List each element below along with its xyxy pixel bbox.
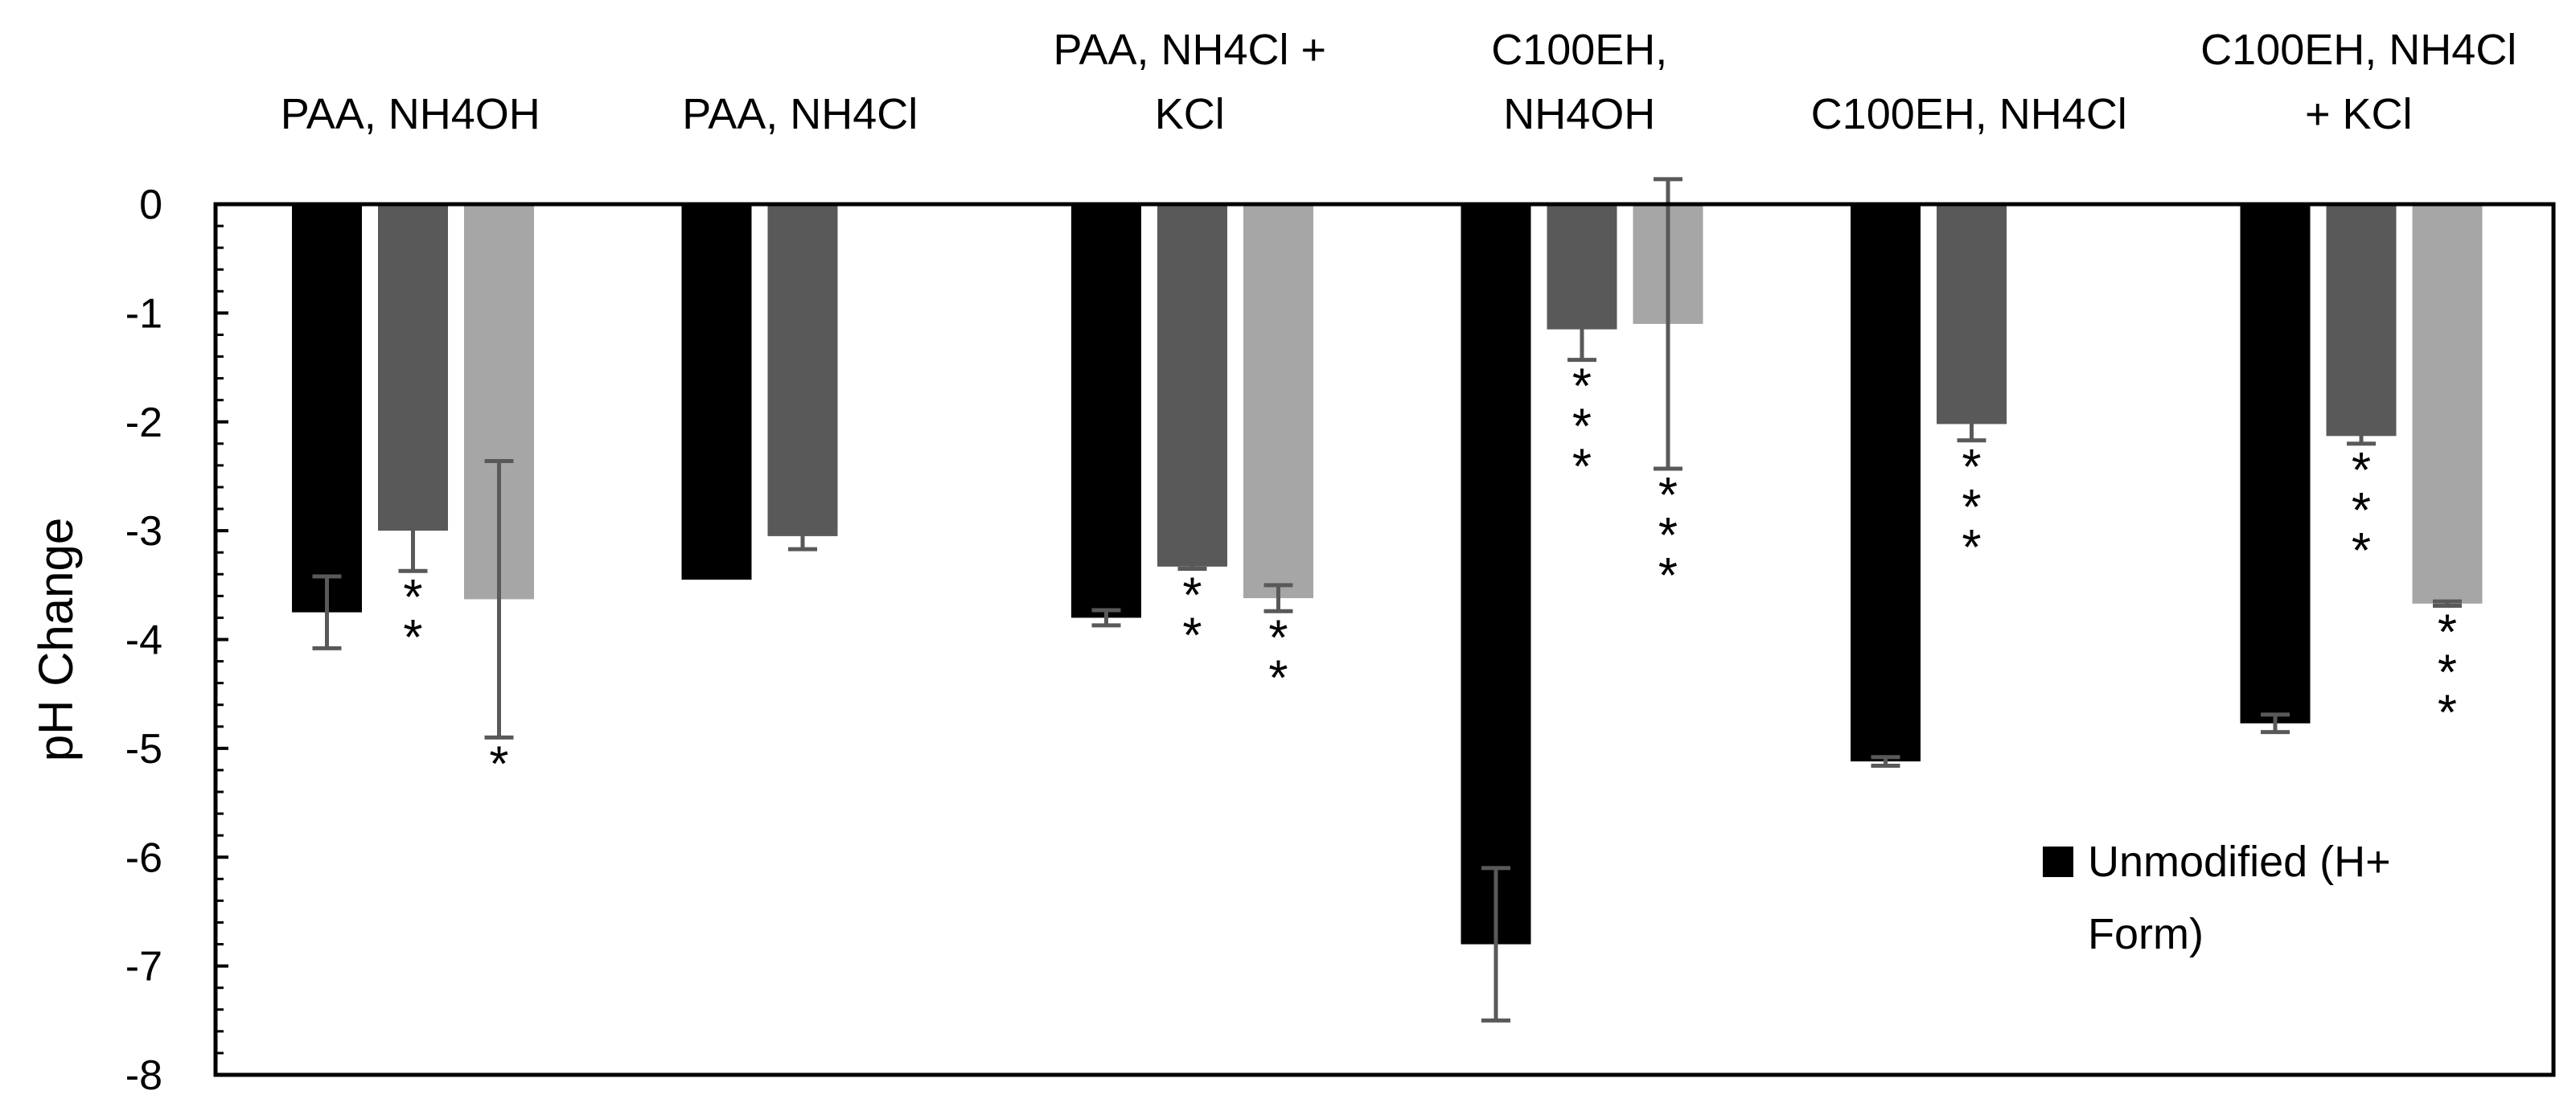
bar-s1-1 [292, 204, 362, 613]
bar-s1-2 [681, 204, 752, 580]
legend: Unmodified (H+ Form) [2043, 838, 2391, 958]
y-tick-label: 0 [139, 182, 162, 228]
significance-star: * [403, 610, 422, 666]
bar-s3-6 [2412, 204, 2483, 604]
error-bar-s1-1 [312, 574, 342, 650]
y-axis-label: pH Change [29, 518, 83, 762]
legend-item-unmodified: Unmodified (H+ Form) [2043, 838, 2391, 958]
error-bar-s3-4 [1654, 177, 1682, 471]
category-label-line: PAA, NH4OH [281, 90, 540, 138]
y-tick-label: -3 [125, 508, 162, 555]
category-label-1: PAA, NH4OH [281, 90, 540, 138]
category-label-line: NH4OH [1503, 90, 1655, 138]
error-bar-s1-6 [2261, 712, 2290, 735]
bar-s2-1 [378, 204, 448, 531]
category-label-line: C100EH, NH4Cl [2200, 26, 2516, 74]
significance-s2-1: ** [403, 570, 422, 666]
error-bar-s2-5 [1957, 405, 1986, 443]
category-label-line: C100EH, [1491, 26, 1667, 74]
significance-s3-4: *** [1658, 468, 1678, 604]
legend-label-line: Unmodified (H+ [2088, 838, 2391, 886]
category-label-line: PAA, NH4Cl + [1053, 26, 1326, 74]
error-bar-s3-3 [1263, 583, 1293, 613]
bar-s1-3 [1071, 204, 1141, 618]
y-tick-label: -8 [125, 1052, 162, 1099]
y-tick-label: -4 [125, 617, 162, 664]
error-bar-s1-4 [1481, 866, 1510, 1023]
bar-s1-6 [2240, 204, 2311, 724]
category-label-6: C100EH, NH4Cl + KCl [2200, 26, 2516, 138]
bar-s2-6 [2326, 204, 2397, 437]
significance-star: * [2352, 483, 2371, 539]
significance-s3-3: ** [1268, 610, 1288, 706]
error-bar-s2-4 [1567, 297, 1596, 363]
significance-star: * [1962, 440, 1981, 495]
y-tick-label: -5 [125, 726, 162, 773]
significance-star: * [403, 570, 422, 625]
category-label-3: PAA, NH4Cl + KCl [1053, 26, 1326, 138]
category-labels: PAA, NH4OH PAA, NH4Cl PAA, NH4Cl + KCl C100E… [281, 26, 2517, 138]
significance-star: * [1268, 610, 1288, 666]
significance-s2-3: ** [1182, 568, 1202, 664]
bars [292, 204, 2483, 945]
bar-s1-5 [1851, 204, 1921, 762]
significance-star: * [2352, 443, 2371, 498]
error-bar-s3-6 [2433, 599, 2462, 609]
y-tick-label: -1 [125, 290, 162, 337]
category-label-4: C100EH, NH4OH [1491, 26, 1667, 138]
significance-star: * [1268, 650, 1288, 706]
error-bar-s1-3 [1091, 608, 1121, 628]
bar-s2-5 [1937, 204, 2007, 424]
category-label-line: KCl [1155, 90, 1225, 138]
significance-s2-5: *** [1962, 440, 1981, 576]
error-bar-s2-1 [398, 488, 428, 573]
error-bar-s1-5 [1871, 755, 1900, 769]
significance-s2-4: *** [1572, 359, 1592, 495]
significance-star: * [2438, 686, 2457, 741]
y-tick-label: -6 [125, 834, 162, 881]
y-axis: 0 -1 -2 -3 -4 -5 -6 -7 -8 pH Change [29, 182, 2556, 1099]
significance-star: * [1658, 468, 1678, 523]
category-label-5: C100EH, NH4Cl [1811, 90, 2127, 138]
error-bar-s2-6 [2347, 426, 2376, 446]
significance-star: * [1658, 548, 1678, 604]
error-bar-s2-2 [788, 521, 817, 551]
error-bars [312, 177, 2462, 1023]
significance-star: * [1658, 508, 1678, 564]
significance-star: * [2352, 523, 2371, 579]
significance-star: * [1182, 568, 1202, 624]
category-label-line: C100EH, NH4Cl [1811, 90, 2127, 138]
bar-s3-3 [1243, 204, 1313, 599]
y-tick-label: -2 [125, 400, 162, 446]
significance-star: * [489, 736, 508, 792]
bar-s2-3 [1157, 204, 1227, 567]
significance-star: * [2438, 605, 2457, 661]
significance-star: * [2438, 646, 2457, 701]
significance-markers: ******* *************** [403, 359, 2457, 793]
significance-s2-6: *** [2352, 443, 2371, 579]
error-bar-s3-1 [484, 458, 514, 740]
significance-star: * [1572, 440, 1592, 495]
significance-star: * [1962, 480, 1981, 535]
significance-star: * [1962, 520, 1981, 576]
significance-star: * [1572, 359, 1592, 415]
category-label-2: PAA, NH4Cl [682, 90, 918, 138]
significance-s3-6: *** [2438, 605, 2457, 741]
significance-star: * [1572, 400, 1592, 455]
bar-s1-4 [1461, 204, 1531, 945]
category-label-line: + KCl [2305, 90, 2413, 138]
y-tick-label: -7 [125, 944, 162, 990]
significance-star: * [1182, 609, 1202, 664]
significance-s3-1: * [489, 736, 508, 792]
bar-s2-2 [767, 204, 838, 536]
error-bar-s2-3 [1177, 562, 1207, 572]
category-label-line: PAA, NH4Cl [682, 90, 918, 138]
legend-label-line: Form) [2088, 910, 2204, 958]
legend-swatch [2043, 847, 2073, 877]
